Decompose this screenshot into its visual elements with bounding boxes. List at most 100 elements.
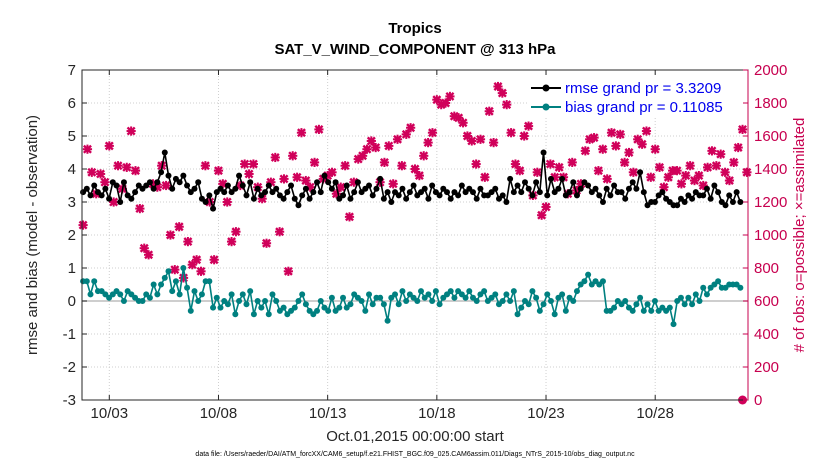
rmse-point [566,189,573,196]
rmse-point [533,179,540,186]
rmse-point [544,192,551,199]
rmse-point [403,195,410,202]
rmse-point [436,192,443,199]
obs-assimilated-marker [309,157,320,167]
rmse-point [128,195,135,202]
rmse-point [492,185,499,192]
rmse-point [176,179,183,186]
bias-point [666,304,673,311]
obs-assimilated-marker [737,124,748,134]
rmse-point [637,169,644,176]
obs-assimilated-marker [78,220,88,230]
bias-point [213,294,220,301]
rmse-point [455,192,462,199]
bias-point [325,307,332,314]
rmse-point [98,192,105,199]
rmse-point [340,192,347,199]
footer-note: data file: /Users/raeder/DAI/ATM_forcXX/… [195,451,635,458]
obs-assimilated-marker [222,197,232,207]
obs-assimilated-marker [296,128,307,138]
rmse-point [210,205,217,212]
bias-point [258,304,265,311]
obs-assimilated-marker [475,134,486,144]
y-tick-label: -3 [63,392,76,409]
rmse-point [206,192,213,199]
obs-assimilated-marker [567,157,577,167]
bias-point [154,291,161,298]
obs-assimilated-marker [484,106,494,116]
bias-point [670,321,677,328]
rmse-point [250,195,257,202]
bias-point [195,298,202,304]
obs-assimilated-marker [615,129,625,139]
rmse-point [499,192,506,199]
obs-assimilated-marker [135,204,145,214]
rmse-point [314,179,321,186]
obs-assimilated-marker [231,227,241,237]
bias-point [247,288,254,295]
rmse-point [347,195,354,202]
bias-point [340,294,347,301]
rmse-point [83,185,90,192]
rmse-point [150,185,157,192]
obs-assimilated-marker [672,166,682,176]
obs-assimilated-marker [161,180,171,191]
bias-point [369,301,376,308]
rmse-point [514,182,521,189]
obs-assimilated-marker [646,172,656,182]
bias-point [91,278,98,285]
bias-point [117,291,124,298]
bias-point [210,304,217,311]
bias-point [328,294,335,301]
rmse-point [262,189,269,196]
bias-point [232,311,239,318]
rmse-point [406,189,413,196]
bias-point [715,278,722,285]
bias-point [696,298,703,304]
bias-point [581,278,588,285]
rmse-point [328,185,335,192]
rmse-point [295,202,302,209]
rmse-point [87,192,94,199]
bias-point [703,291,710,298]
rmse-point [573,192,580,199]
obs-assimilated-marker [663,172,673,182]
rmse-point [284,189,291,196]
rmse-point [599,199,606,205]
obs-assimilated-marker [606,128,617,138]
obs-assimilated-marker [724,175,735,186]
obs-assimilated-marker [602,174,612,184]
rmse-point [429,182,436,189]
bias-point [299,291,306,298]
rmse-point [399,185,406,192]
obs-assimilated-marker [100,177,110,187]
bias-point [187,307,194,314]
rmse-point [113,182,120,189]
obs-assimilated-marker [720,167,730,177]
obs-assimilated-marker [397,161,407,171]
obs-assimilated-marker [144,250,154,260]
bias-point [139,298,146,304]
legend-rmse-label: rmse grand pr = 3.3209 [565,80,721,97]
x-tick-label: 10/28 [636,405,674,422]
rmse-point [221,189,228,196]
rmse-point [102,185,109,192]
rmse-point [529,192,536,199]
rmse-point [540,149,547,156]
bias-point [224,301,231,308]
rmse-point [729,199,736,205]
rmse-point [518,189,525,196]
obs-assimilated-marker [183,237,193,247]
bias-point [677,294,684,301]
rmse-point [117,199,124,205]
bias-point [503,291,510,298]
obs-assimilated-marker [624,147,634,158]
bias-point [362,307,369,314]
obs-assimilated-marker [467,136,477,146]
rmse-point [521,179,528,186]
rmse-point [180,172,187,179]
rmse-point [120,179,127,186]
rmse-point [299,192,306,199]
rmse-point [369,192,376,199]
obs-assimilated-marker [366,136,376,146]
